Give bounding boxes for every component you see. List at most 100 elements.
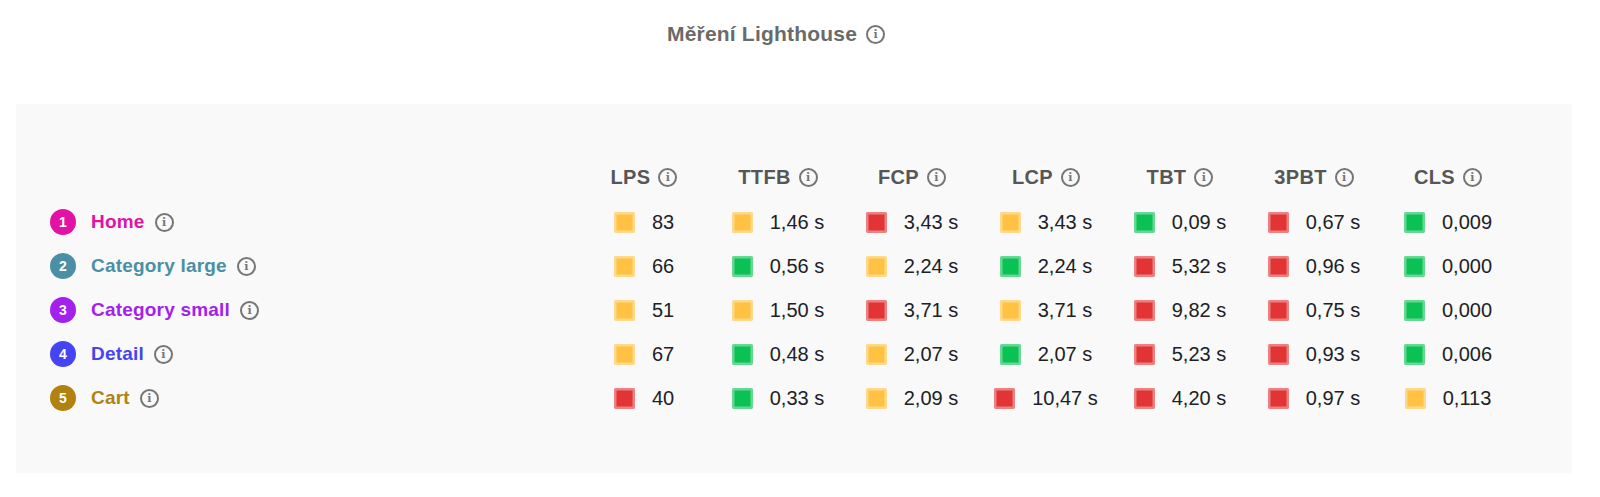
rating-square: [1404, 300, 1425, 321]
rating-square: [1268, 388, 1289, 409]
rating-square: [1000, 212, 1021, 233]
metric-cell-3pbt: 0,67 s: [1247, 211, 1381, 234]
table-body: 1 Home 83 1,46 s 3,43 s 3,43 s 0,09 s 0,…: [16, 200, 1572, 420]
metric-cell-tbt: 9,82 s: [1113, 299, 1247, 322]
metric-value: 40: [652, 387, 674, 410]
info-icon[interactable]: [155, 213, 174, 232]
info-icon[interactable]: [658, 168, 677, 187]
metric-cell-ttfb: 0,56 s: [711, 255, 845, 278]
metric-cell-3pbt: 0,75 s: [1247, 299, 1381, 322]
rating-square: [1268, 256, 1289, 277]
metric-cell-tbt: 5,32 s: [1113, 255, 1247, 278]
metric-value: 1,50 s: [770, 299, 824, 322]
metric-cell-tbt: 5,23 s: [1113, 343, 1247, 366]
rating-square: [732, 300, 753, 321]
info-icon[interactable]: [240, 301, 259, 320]
rating-square: [732, 256, 753, 277]
rating-square: [1000, 344, 1021, 365]
metric-value: 3,43 s: [904, 211, 958, 234]
rating-square: [1268, 212, 1289, 233]
column-header-ttfb: TTFB: [711, 166, 845, 189]
column-label: CLS: [1414, 166, 1455, 189]
metric-cell-fcp: 2,07 s: [845, 343, 979, 366]
row-header: 5 Cart: [16, 385, 577, 411]
row-header: 1 Home: [16, 209, 577, 235]
metric-cell-lcp: 10,47 s: [979, 387, 1113, 410]
column-header-3pbt: 3PBT: [1247, 166, 1381, 189]
page-title: Měření Lighthouse: [667, 22, 857, 46]
metric-value: 2,07 s: [1038, 343, 1092, 366]
row-index-badge: 2: [50, 253, 76, 279]
info-icon[interactable]: [237, 257, 256, 276]
table-row-home: 1 Home 83 1,46 s 3,43 s 3,43 s 0,09 s 0,…: [16, 200, 1572, 244]
rating-square: [614, 344, 635, 365]
row-index-badge: 5: [50, 385, 76, 411]
metric-value: 3,43 s: [1038, 211, 1092, 234]
metric-value: 0,09 s: [1172, 211, 1226, 234]
metric-cell-lcp: 2,24 s: [979, 255, 1113, 278]
metric-value: 3,71 s: [904, 299, 958, 322]
info-icon[interactable]: [1335, 168, 1354, 187]
column-label: LPS: [611, 166, 651, 189]
column-header-fcp: FCP: [845, 166, 979, 189]
metric-cell-ttfb: 0,48 s: [711, 343, 845, 366]
rating-square: [1405, 388, 1426, 409]
metric-cell-ttfb: 0,33 s: [711, 387, 845, 410]
metric-cell-tbt: 0,09 s: [1113, 211, 1247, 234]
row-label: Category large: [91, 255, 227, 277]
rating-square: [614, 300, 635, 321]
info-icon[interactable]: [799, 168, 818, 187]
row-index-badge: 1: [50, 209, 76, 235]
column-header-lps: LPS: [577, 166, 711, 189]
rating-square: [866, 212, 887, 233]
info-icon[interactable]: [1061, 168, 1080, 187]
metric-cell-ttfb: 1,46 s: [711, 211, 845, 234]
metrics-card: LPS TTFB FCP LCP TBT 3PBT: [16, 104, 1572, 473]
metric-value: 0,67 s: [1306, 211, 1360, 234]
table-row-category-large: 2 Category large 66 0,56 s 2,24 s 2,24 s…: [16, 244, 1572, 288]
rating-square: [1134, 256, 1155, 277]
rating-square: [1268, 300, 1289, 321]
metric-cell-3pbt: 0,96 s: [1247, 255, 1381, 278]
title-info-icon[interactable]: [866, 25, 885, 44]
info-icon[interactable]: [140, 389, 159, 408]
metric-value: 0,48 s: [770, 343, 824, 366]
metric-value: 83: [652, 211, 674, 234]
rating-square: [732, 212, 753, 233]
rating-square: [1134, 212, 1155, 233]
info-icon[interactable]: [927, 168, 946, 187]
metric-cell-lps: 40: [577, 387, 711, 410]
column-label: LCP: [1012, 166, 1053, 189]
metric-value: 5,23 s: [1172, 343, 1226, 366]
rating-square: [866, 256, 887, 277]
table-header-row: LPS TTFB FCP LCP TBT 3PBT: [16, 162, 1572, 192]
column-label: TBT: [1147, 166, 1187, 189]
table-row-category-small: 3 Category small 51 1,50 s 3,71 s 3,71 s…: [16, 288, 1572, 332]
metric-cell-lcp: 2,07 s: [979, 343, 1113, 366]
rating-square: [866, 388, 887, 409]
rating-square: [614, 388, 635, 409]
metric-value: 0,93 s: [1306, 343, 1360, 366]
metric-value: 3,71 s: [1038, 299, 1092, 322]
table-row-detail: 4 Detail 67 0,48 s 2,07 s 2,07 s 5,23 s …: [16, 332, 1572, 376]
rating-square: [1404, 344, 1425, 365]
metric-value: 0,96 s: [1306, 255, 1360, 278]
rating-square: [1000, 300, 1021, 321]
metric-cell-fcp: 2,24 s: [845, 255, 979, 278]
info-icon[interactable]: [154, 345, 173, 364]
metric-value: 1,46 s: [770, 211, 824, 234]
info-icon[interactable]: [1463, 168, 1482, 187]
metric-value: 2,24 s: [1038, 255, 1092, 278]
info-icon[interactable]: [1194, 168, 1213, 187]
metric-cell-fcp: 3,71 s: [845, 299, 979, 322]
metric-cell-tbt: 4,20 s: [1113, 387, 1247, 410]
metric-cell-lps: 66: [577, 255, 711, 278]
metric-cell-3pbt: 0,93 s: [1247, 343, 1381, 366]
row-header: 2 Category large: [16, 253, 577, 279]
rating-square: [732, 388, 753, 409]
metric-cell-lps: 83: [577, 211, 711, 234]
metric-value: 0,56 s: [770, 255, 824, 278]
metric-cell-cls: 0,000: [1381, 255, 1515, 278]
row-label: Cart: [91, 387, 130, 409]
column-header-lcp: LCP: [979, 166, 1113, 189]
